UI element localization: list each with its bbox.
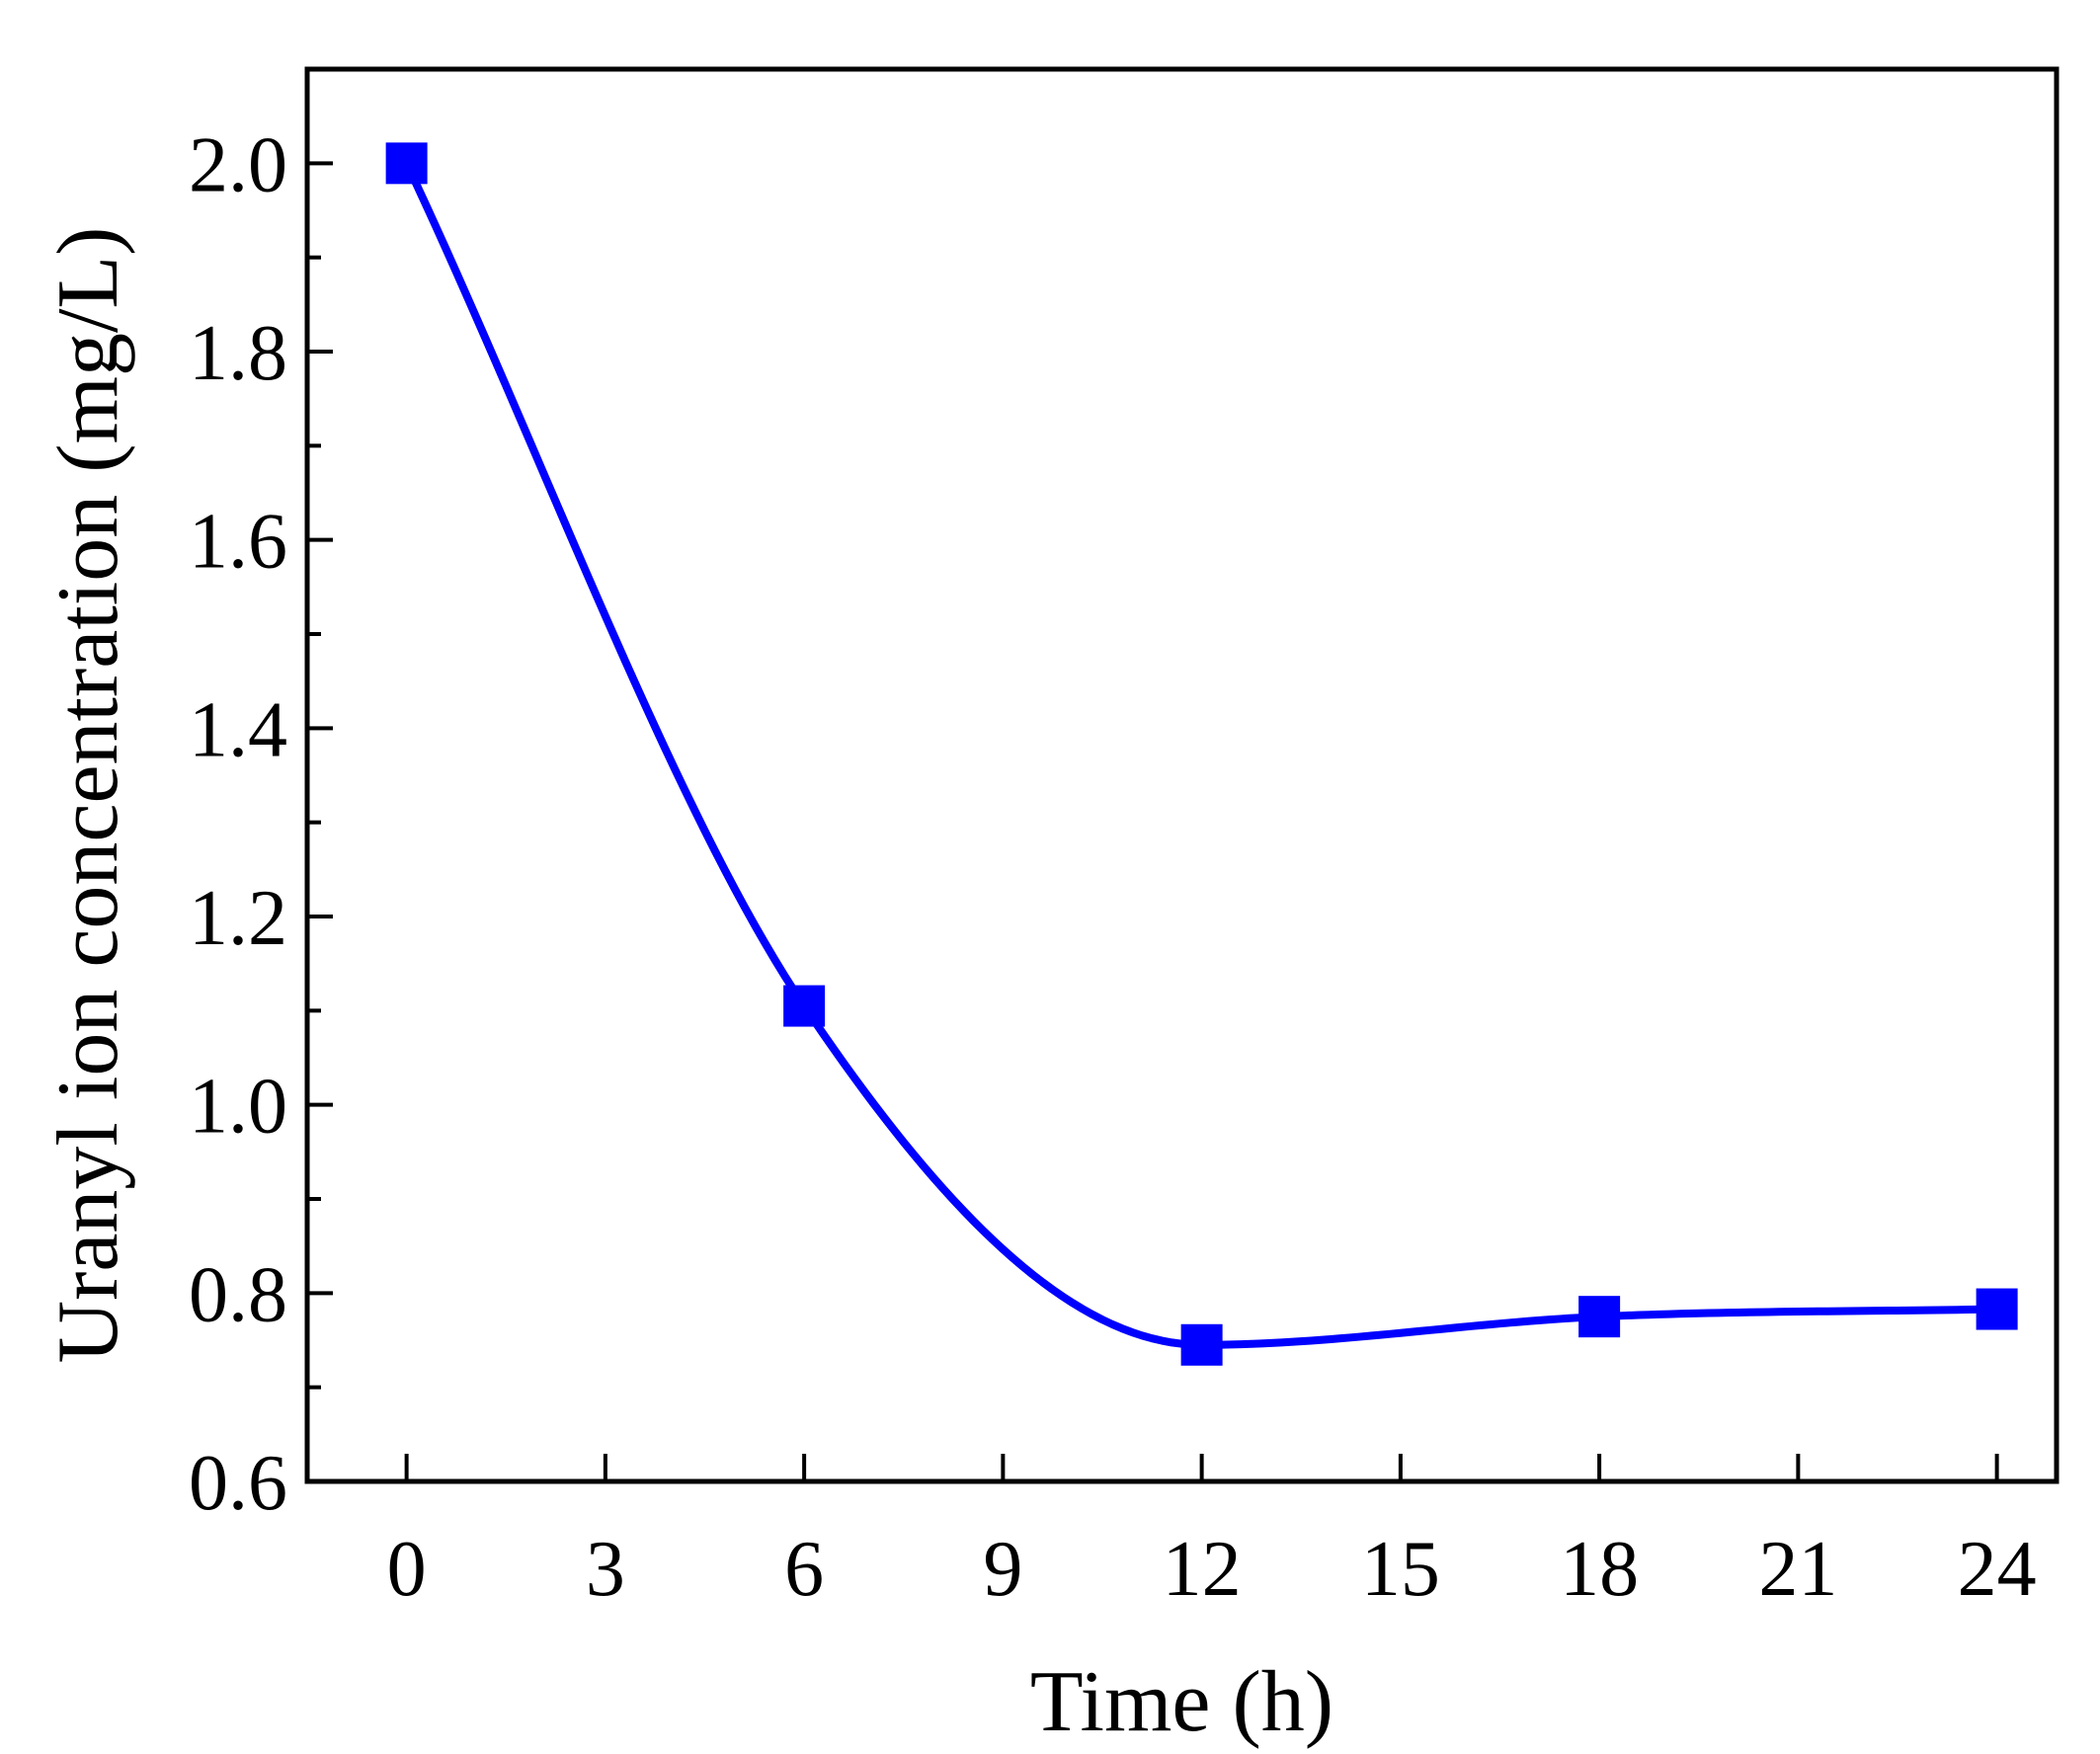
y-tick-label: 1.6: [189, 499, 287, 586]
data-point: [1180, 1323, 1223, 1366]
x-tick-label: 12: [1163, 1526, 1242, 1613]
y-tick-label: 1.4: [189, 686, 287, 773]
y-tick-label: 1.2: [189, 875, 287, 962]
x-tick-label: 3: [586, 1526, 625, 1613]
x-axis-title: Time (h): [1030, 1654, 1333, 1750]
y-tick-label: 0.6: [189, 1440, 287, 1527]
x-tick-label: 15: [1361, 1526, 1440, 1613]
y-tick-label: 1.0: [189, 1064, 287, 1151]
x-tick-label: 6: [784, 1526, 824, 1613]
x-tick-label: 9: [983, 1526, 1022, 1613]
x-tick-label: 18: [1560, 1526, 1639, 1613]
y-tick-label: 2.0: [189, 121, 287, 208]
marker-layer: [385, 142, 2018, 1366]
data-point: [385, 142, 428, 185]
y-tick-label: 0.8: [189, 1251, 287, 1338]
series-line: [402, 159, 2001, 1349]
tick-labels: 0 3 6 9 12 15 18 21 24 0.6 0.8 1.0 1.2 1.4 1.6 1.8 2.0: [189, 121, 2037, 1613]
series-layer: [402, 159, 2001, 1349]
data-point: [1578, 1296, 1621, 1338]
plot-frame: [304, 66, 2060, 1484]
x-tick-label: 0: [387, 1526, 427, 1613]
y-axis-title: Uranyl ion concentration (mg/L): [40, 227, 136, 1364]
x-tick-label: 21: [1758, 1526, 1837, 1613]
axis-ticks: [307, 161, 1999, 1483]
x-tick-label: 24: [1958, 1526, 2037, 1613]
data-point: [1976, 1288, 2018, 1330]
data-point: [783, 985, 826, 1027]
y-tick-label: 1.8: [189, 310, 287, 397]
